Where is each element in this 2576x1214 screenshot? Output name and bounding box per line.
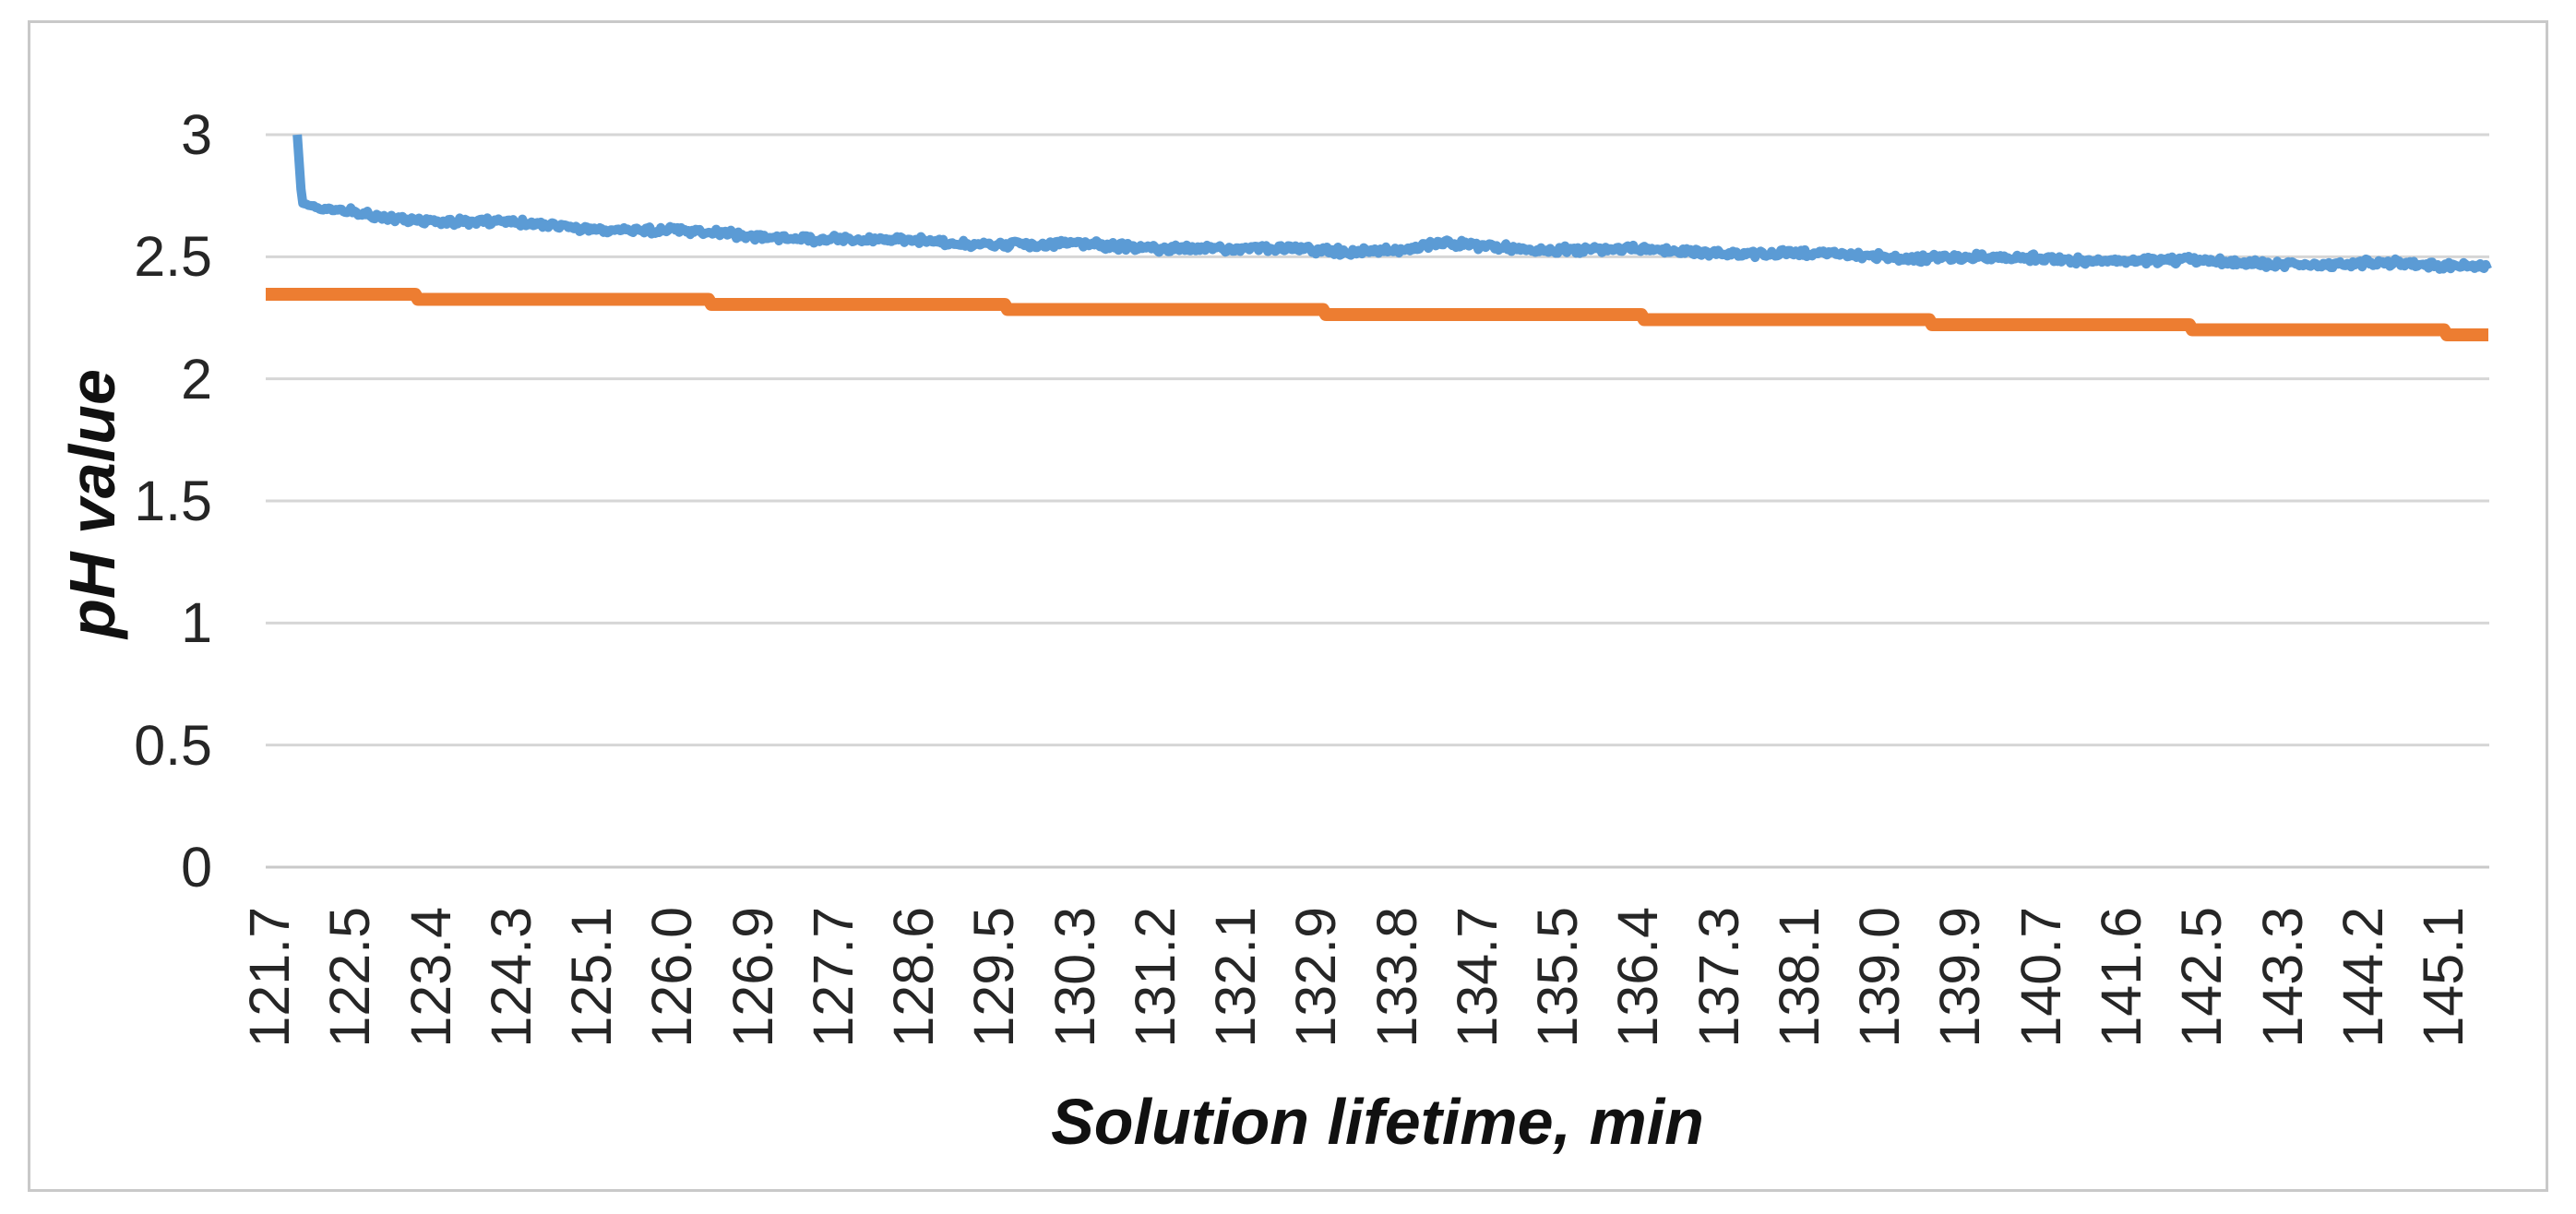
- series-orange-line: [262, 288, 2492, 341]
- y-tick-label: 3: [181, 103, 212, 166]
- y-tick-label: 1.5: [134, 470, 212, 532]
- x-tick-label: 121.7: [238, 907, 301, 1048]
- series-blue-line: [292, 134, 2492, 274]
- x-axis-title: Solution lifetime, min: [1051, 1086, 1704, 1158]
- x-tick-label: 141.6: [2089, 907, 2153, 1048]
- x-tick-label: 124.3: [479, 907, 543, 1048]
- x-tick-label: 130.3: [1043, 907, 1106, 1048]
- y-tick-label: 0.5: [134, 713, 212, 777]
- y-tick-label: 2.5: [134, 225, 212, 289]
- x-tick-label: 123.4: [399, 907, 462, 1048]
- x-tick-label: 125.1: [560, 907, 624, 1048]
- x-tick-label: 139.9: [1928, 907, 1992, 1048]
- x-tick-label: 122.5: [318, 907, 382, 1048]
- x-tick-label: 133.8: [1365, 907, 1428, 1048]
- x-tick-label: 126.9: [721, 907, 784, 1048]
- y-tick-label: 0: [181, 836, 212, 899]
- x-tick-label: 128.6: [882, 907, 946, 1048]
- x-tick-label: 139.0: [1848, 907, 1912, 1048]
- y-axis-title: pH value: [56, 369, 128, 638]
- x-tick-label: 143.3: [2250, 907, 2314, 1048]
- y-tick-label: 2: [181, 347, 212, 411]
- x-tick-label: 129.5: [962, 907, 1026, 1048]
- x-tick-label: 127.7: [801, 907, 865, 1048]
- x-tick-label: 142.5: [2170, 907, 2234, 1048]
- x-tick-label: 136.4: [1606, 907, 1670, 1048]
- y-tick-label: 1: [181, 591, 212, 655]
- x-tick-label: 126.0: [640, 907, 704, 1048]
- x-tick-label: 134.7: [1445, 907, 1509, 1048]
- x-tick-label: 145.1: [2412, 907, 2475, 1048]
- x-tick-label: 140.7: [2009, 907, 2072, 1048]
- x-tick-label: 138.1: [1767, 907, 1831, 1048]
- x-tick-label: 131.2: [1123, 907, 1187, 1048]
- x-tick-label: 132.1: [1204, 907, 1268, 1048]
- x-tick-label: 137.3: [1687, 907, 1750, 1048]
- x-tick-label: 132.9: [1284, 907, 1348, 1048]
- x-tick-label: 135.5: [1526, 907, 1590, 1048]
- x-tick-label: 144.2: [2331, 907, 2394, 1048]
